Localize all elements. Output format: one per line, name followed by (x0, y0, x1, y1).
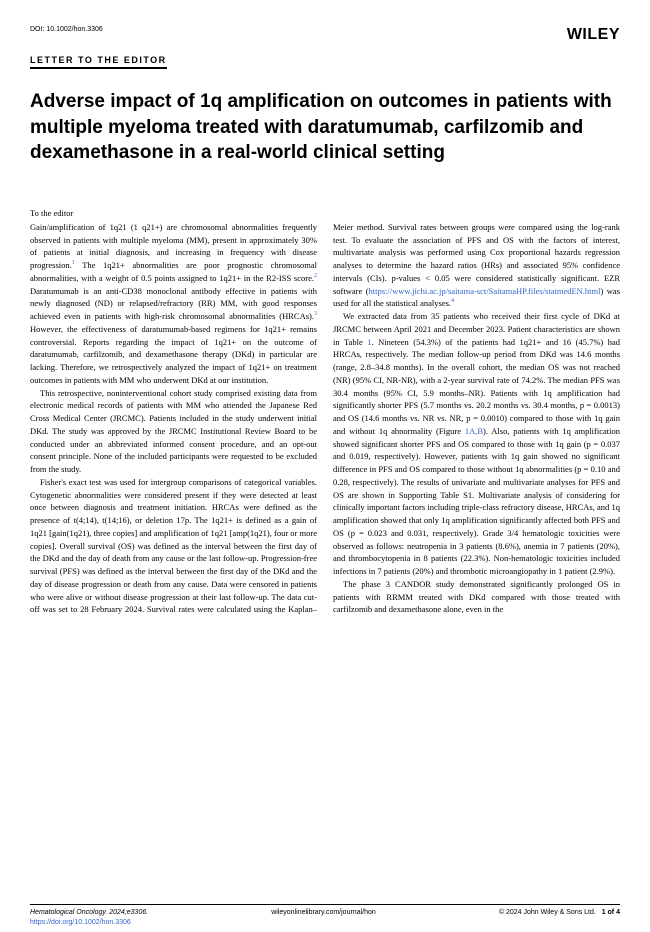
figure-ref-1[interactable]: 1A,B (465, 426, 483, 436)
page-footer: Hematological Oncology. 2024;e3306. wile… (30, 904, 620, 916)
p4-text-b: . Nineteen (54.3%) of the patients had 1… (333, 337, 620, 436)
body-columns: Gain/amplification of 1q21 (1 q21+) are … (30, 221, 620, 616)
salutation: To the editor (30, 208, 620, 218)
footer-journal: Hematological Oncology. 2024;e3306. (30, 909, 148, 916)
page-number: 1 of 4 (602, 909, 620, 916)
ref-3[interactable]: 3 (314, 311, 317, 317)
footer-url[interactable]: wileyonlinelibrary.com/journal/hon (271, 909, 376, 916)
footer-right: © 2024 John Wiley & Sons Ltd. 1 of 4 (499, 909, 620, 916)
paragraph-2: This retrospective, noninterventional co… (30, 387, 317, 476)
p4-text-c: ). Also, patients with 1q amplification … (333, 426, 620, 576)
paragraph-4: We extracted data from 35 patients who r… (333, 310, 620, 578)
p1-text-d: However, the effectiveness of daratumuma… (30, 324, 317, 385)
software-link[interactable]: https://www.jichi.ac.jp/saitama-sct/Sait… (369, 286, 601, 296)
doi-text: DOI: 10.1002/hon.3306 (30, 26, 103, 33)
paragraph-5: The phase 3 CANDOR study demonstrated si… (333, 578, 620, 616)
footer-copyright: © 2024 John Wiley & Sons Ltd. (499, 909, 596, 916)
footer-doi-link[interactable]: https://doi.org/10.1002/hon.3306 (30, 919, 131, 926)
publisher-logo: WILEY (567, 26, 620, 44)
p1-text-c: Daratumumab is an anti-CD38 monoclonal a… (30, 286, 317, 322)
section-label: LETTER TO THE EDITOR (30, 55, 167, 69)
paragraph-1: Gain/amplification of 1q21 (1 q21+) are … (30, 221, 317, 387)
ref-2[interactable]: 2 (314, 273, 317, 279)
ref-4[interactable]: 4 (451, 299, 454, 305)
article-title: Adverse impact of 1q amplification on ou… (30, 89, 620, 166)
